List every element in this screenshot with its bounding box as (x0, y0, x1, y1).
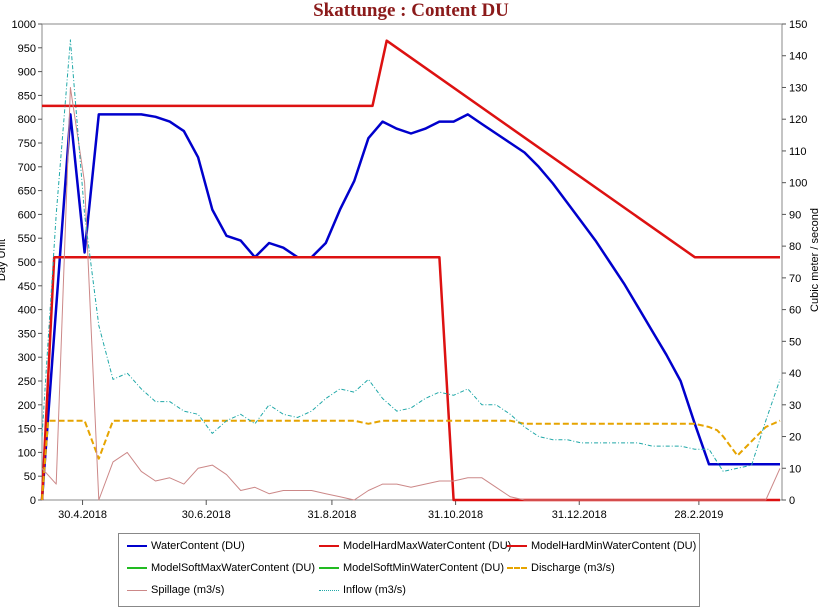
series-line-0 (40, 113, 780, 501)
legend-item-3: ModelSoftMaxWaterContent (DU) (127, 562, 315, 574)
y-right-tick-label-7: 70 (789, 273, 801, 285)
chart-title: Skattunge : Content DU (313, 0, 509, 21)
y-left-tick-label-13: 650 (18, 186, 36, 198)
y-right-tick-label-14: 140 (789, 51, 807, 63)
x-tick-label-5: 28.2.2019 (674, 509, 723, 521)
y-axis-right-label: Cubic meter / second (809, 208, 821, 312)
y-left-tick-label-3: 150 (18, 424, 36, 436)
x-axis: 30.4.2018 30.6.2018 31.8.2018 31.10.2018 31.… (58, 500, 723, 521)
x-tick-label-0: 30.4.2018 (58, 509, 107, 521)
legend-swatch-7 (319, 589, 339, 591)
y-left-tick-label-14: 700 (18, 162, 36, 174)
legend-item-1: ModelHardMaxWaterContent (DU) (319, 540, 511, 552)
legend-swatch-5 (507, 567, 527, 569)
y-left-tick-label-19: 950 (18, 43, 36, 55)
y-axis-left: 0 50 100 150 200 250 300 350 400 450 500 550 600 650 7… (12, 19, 42, 507)
legend-item-2: ModelHardMinWaterContent (DU) (507, 540, 696, 552)
y-left-tick-label-5: 250 (18, 376, 36, 388)
legend-item-5: Discharge (m3/s) (507, 562, 615, 574)
y-right-tick-label-11: 110 (789, 146, 807, 158)
legend-item-7: Inflow (m3/s) (319, 584, 406, 596)
y-right-tick-label-3: 30 (789, 400, 801, 412)
x-tick-label-3: 31.10.2018 (428, 509, 483, 521)
legend-swatch-0 (127, 545, 147, 547)
legend-item-6: Spillage (m3/s) (127, 584, 224, 596)
y-left-tick-label-10: 500 (18, 257, 36, 269)
x-tick-label-2: 31.8.2018 (307, 509, 356, 521)
y-left-tick-label-1: 50 (24, 471, 36, 483)
legend-label-5: Discharge (m3/s) (531, 562, 615, 574)
legend-item-4: ModelSoftMinWaterContent (DU) (319, 562, 504, 574)
legend-label-6: Spillage (m3/s) (151, 584, 225, 596)
y-left-tick-label-6: 300 (18, 352, 36, 364)
y-axis-right: 0 10 20 30 40 50 60 70 80 90 100 110 120 130 140 150 (782, 19, 807, 507)
x-tick-label-1: 30.6.2018 (182, 509, 231, 521)
legend-label-2: ModelHardMinWaterContent (DU) (531, 540, 697, 552)
y-left-tick-label-18: 900 (18, 67, 36, 79)
y-left-tick-label-7: 350 (18, 328, 36, 340)
y-left-tick-label-9: 450 (18, 281, 36, 293)
y-right-tick-label-13: 130 (789, 82, 807, 94)
legend-label-3: ModelSoftMaxWaterContent (DU) (151, 562, 316, 574)
legend-swatch-3 (127, 567, 147, 569)
legend-item-0: WaterContent (DU) (127, 540, 245, 552)
y-left-tick-label-16: 800 (18, 114, 36, 126)
legend-label-4: ModelSoftMinWaterContent (DU) (343, 562, 504, 574)
y-right-tick-label-0: 0 (789, 495, 795, 507)
y-right-tick-label-12: 120 (789, 114, 807, 126)
y-axis-left-label: Day Unit (0, 239, 8, 281)
y-right-tick-label-2: 20 (789, 432, 801, 444)
y-right-tick-label-8: 80 (789, 241, 801, 253)
y-left-tick-label-20: 1000 (12, 19, 36, 31)
y-left-tick-label-17: 850 (18, 90, 36, 102)
series-line-1 (42, 39, 780, 259)
legend-swatch-4 (319, 567, 339, 569)
y-left-tick-label-2: 100 (18, 447, 36, 459)
series-line-7 (41, 39, 781, 472)
series-line-5 (41, 419, 781, 501)
series-line-6 (41, 87, 781, 501)
y-left-tick-label-12: 600 (18, 209, 36, 221)
y-right-tick-label-10: 100 (789, 178, 807, 190)
y-right-tick-label-1: 10 (789, 463, 801, 475)
y-right-tick-label-6: 60 (789, 305, 801, 317)
legend-swatch-6 (127, 589, 147, 591)
y-left-tick-label-0: 0 (30, 495, 36, 507)
plot-frame (41, 23, 783, 501)
x-tick-label-4: 31.12.2018 (552, 509, 607, 521)
legend-swatch-2 (507, 545, 527, 547)
legend-label-7: Inflow (m3/s) (343, 584, 406, 596)
legend: WaterContent (DU) ModelHardMaxWaterConten… (118, 533, 700, 607)
y-left-tick-label-8: 400 (18, 305, 36, 317)
legend-swatch-1 (319, 545, 339, 547)
y-right-tick-label-15: 150 (789, 19, 807, 31)
y-right-tick-label-4: 40 (789, 368, 801, 380)
y-left-tick-label-4: 200 (18, 400, 36, 412)
y-right-tick-label-9: 90 (789, 209, 801, 221)
legend-label-1: ModelHardMaxWaterContent (DU) (343, 540, 512, 552)
chart: 0501001502002503003504004505005506006507… (0, 19, 821, 521)
y-left-tick-label-15: 750 (18, 138, 36, 150)
y-left-tick-label-11: 550 (18, 233, 36, 245)
legend-label-0: WaterContent (DU) (151, 540, 245, 552)
y-right-tick-label-5: 50 (789, 336, 801, 348)
series-layer (40, 39, 781, 502)
plot-area-border (41, 23, 783, 501)
series-line-2 (40, 255, 780, 502)
